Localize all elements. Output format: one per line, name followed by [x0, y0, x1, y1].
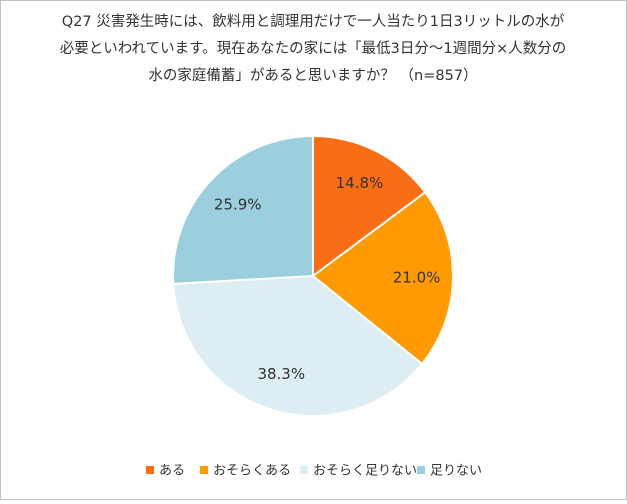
pie-slice [172, 134, 314, 285]
legend-label: 足りない [430, 464, 482, 479]
pie-slice [172, 274, 424, 417]
data-label: 25.9% [214, 195, 262, 213]
data-label: 38.3% [257, 365, 305, 383]
legend-swatch [417, 466, 425, 474]
pie-slice [312, 134, 427, 278]
chart-title: 水の家庭備蓄」があると思いますか？ （n=857） [148, 67, 477, 84]
legend-swatch [146, 466, 154, 474]
legend-swatch [300, 466, 308, 474]
legend-label: ある [159, 464, 185, 479]
legend-swatch [200, 466, 208, 474]
chart-title: 必要といわれています。現在あなたの家には「最低3日分～1週間分×人数分の [60, 40, 567, 57]
legend-label: おそらくある [213, 464, 291, 479]
legend-label: おそらく足りない [313, 464, 417, 479]
data-label: 14.8% [336, 174, 384, 192]
pie-slice [311, 190, 454, 366]
chart-title: Q27 災害発生時には、飲料用と調理用だけで一人当たり1日3リットルの水が [62, 13, 565, 30]
data-label: 21.0% [393, 268, 441, 286]
